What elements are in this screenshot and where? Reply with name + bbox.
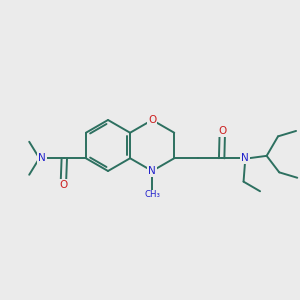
Text: O: O bbox=[218, 126, 226, 136]
Text: N: N bbox=[241, 153, 249, 163]
Text: N: N bbox=[148, 166, 156, 176]
Text: O: O bbox=[59, 180, 68, 190]
Text: O: O bbox=[148, 115, 156, 125]
Text: CH₃: CH₃ bbox=[144, 190, 160, 200]
Text: N: N bbox=[38, 153, 46, 163]
